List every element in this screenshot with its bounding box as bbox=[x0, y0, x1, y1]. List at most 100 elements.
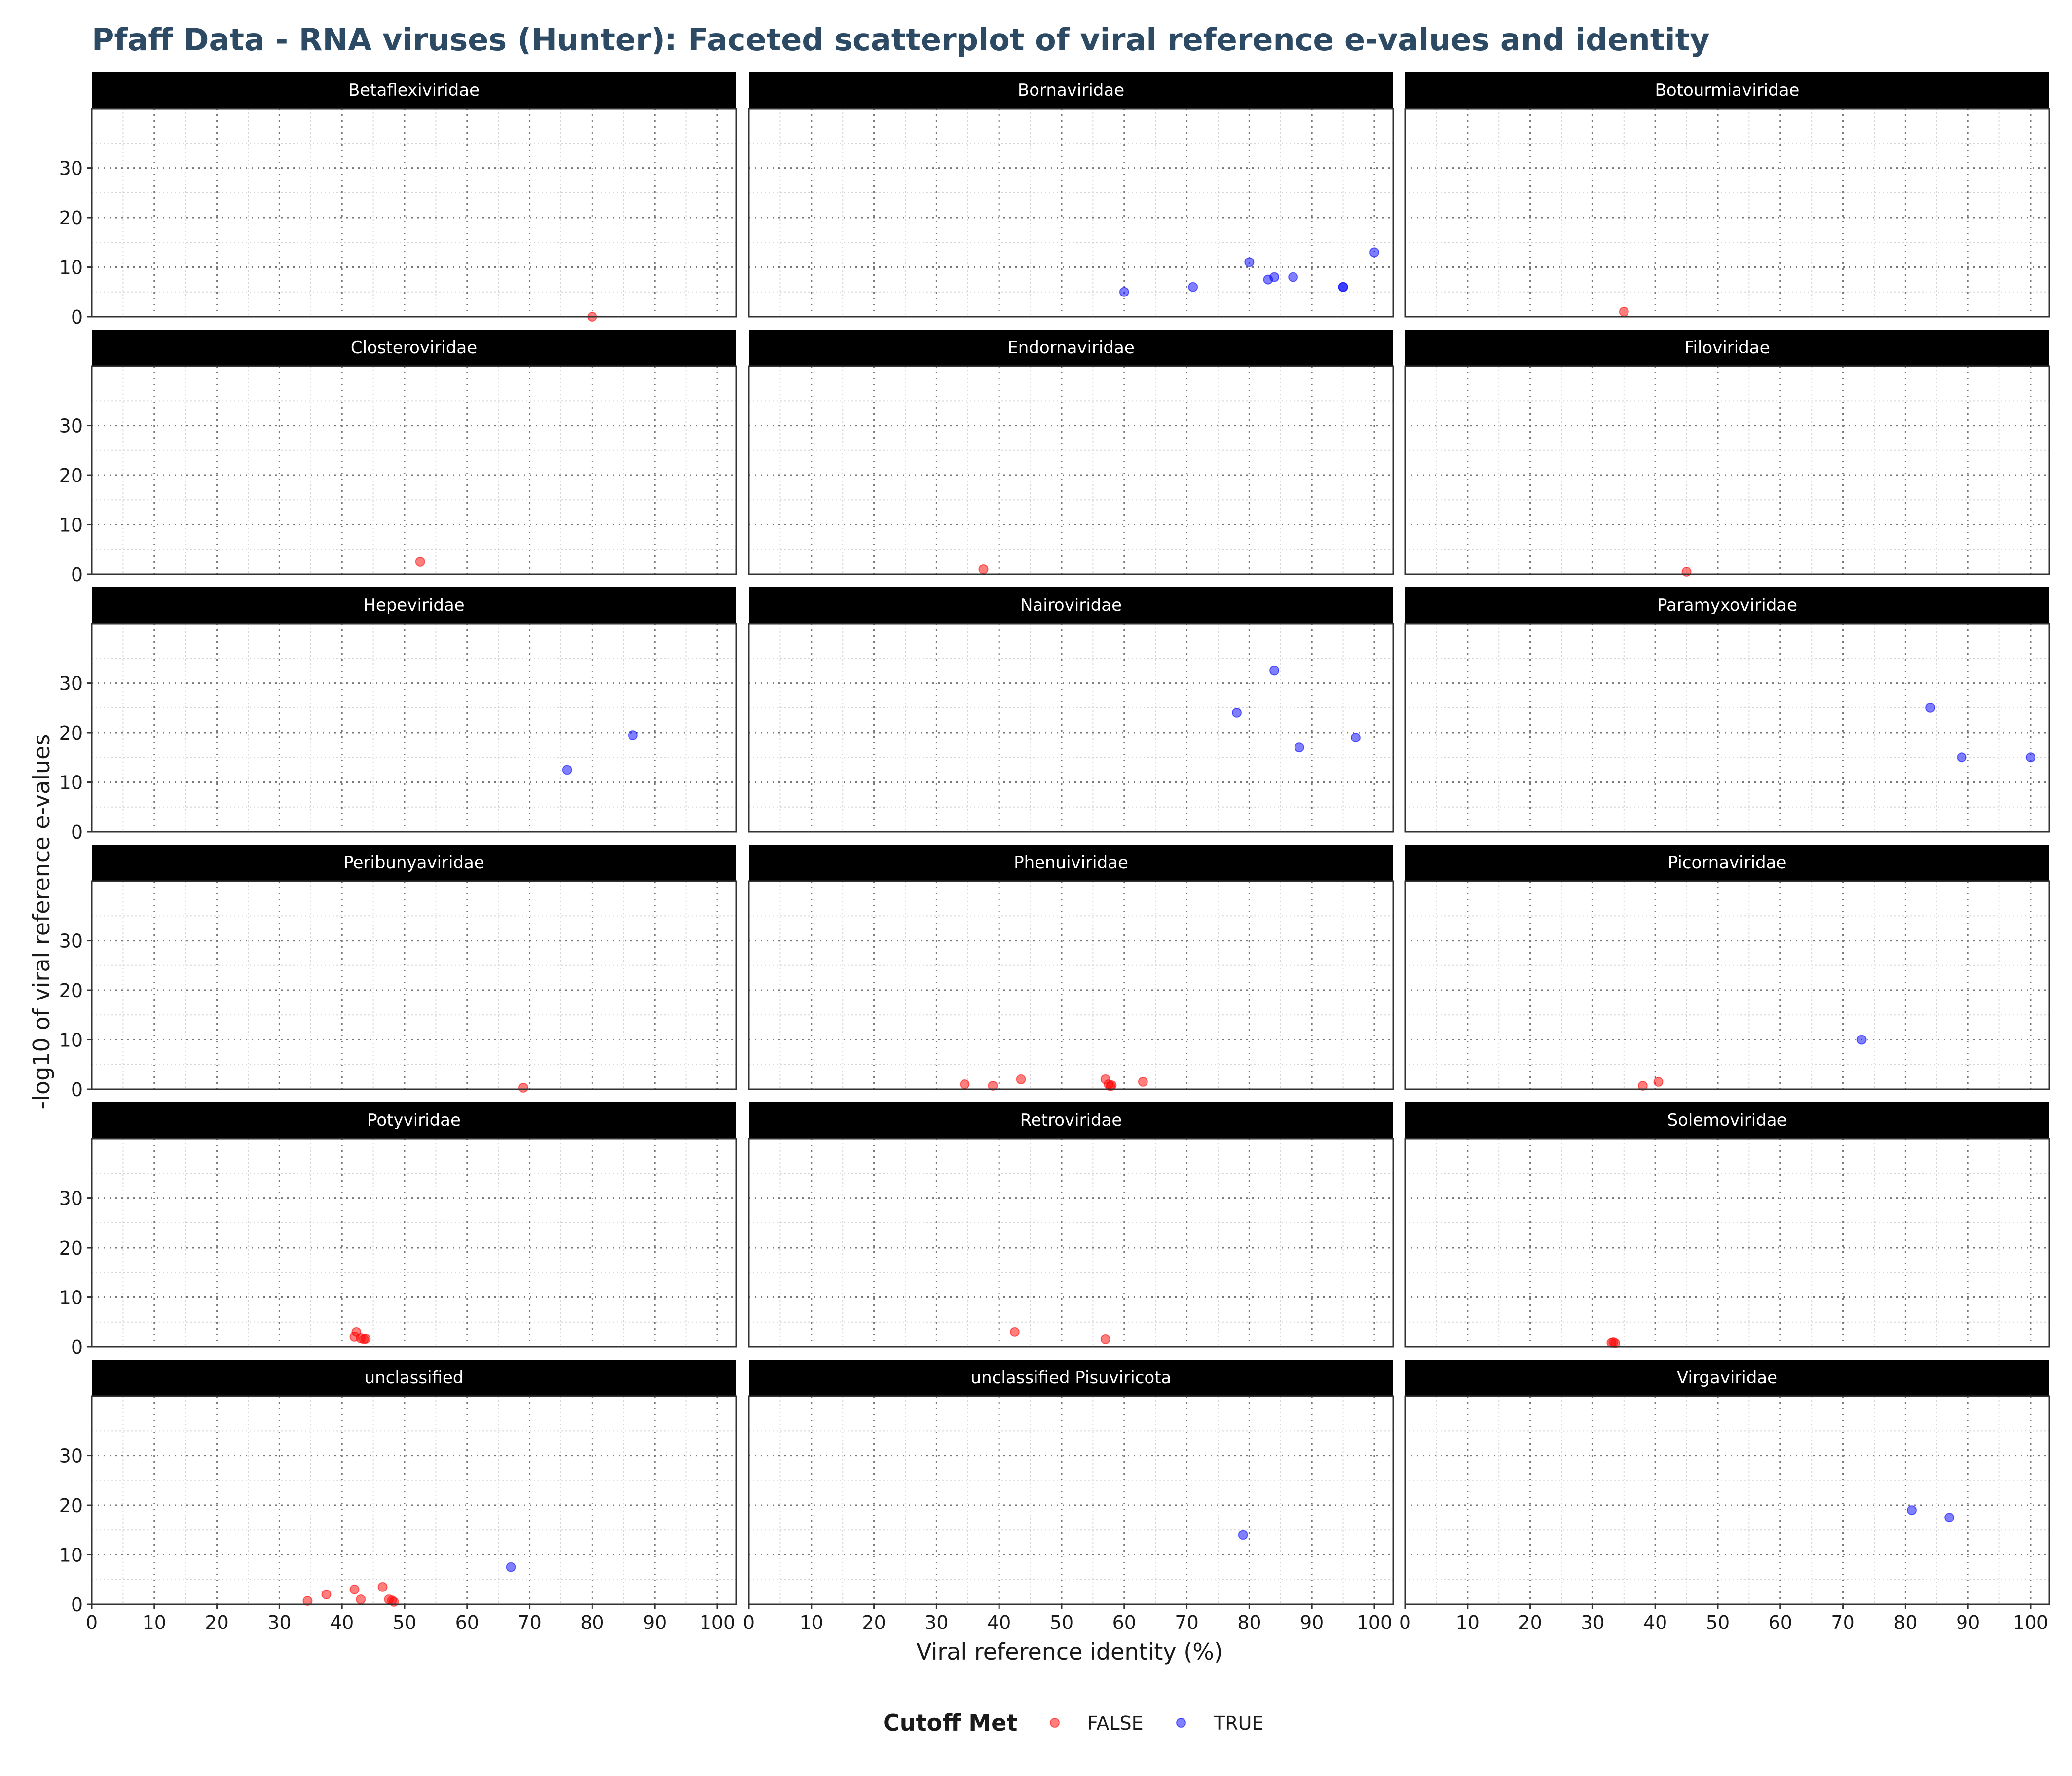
facet-strip-label: Hepeviridae bbox=[363, 595, 464, 615]
plot-background bbox=[749, 1396, 1393, 1604]
legend-label: TRUE bbox=[1213, 1712, 1263, 1734]
panel-border bbox=[1404, 623, 2050, 833]
facet-strip-label: unclassified bbox=[365, 1368, 464, 1388]
x-tick-label: 70 bbox=[518, 1612, 541, 1633]
y-tick-label: 30 bbox=[59, 415, 83, 437]
x-tick-label: 20 bbox=[1518, 1612, 1542, 1633]
x-axis-title: Viral reference identity (%) bbox=[916, 1638, 1223, 1665]
facet-strip-label: Peribunyaviridae bbox=[343, 853, 484, 873]
facet-strip bbox=[92, 330, 736, 366]
data-point bbox=[1105, 1081, 1115, 1091]
plot-background bbox=[92, 1139, 736, 1347]
data-point bbox=[1100, 1334, 1110, 1344]
x-tick-label: 20 bbox=[205, 1612, 228, 1633]
facet-panel: Peribunyaviridae 0 10 20 30 bbox=[59, 845, 737, 1101]
data-point bbox=[978, 564, 989, 574]
data-point bbox=[361, 1333, 371, 1344]
data-point bbox=[1232, 707, 1242, 718]
data-point bbox=[1637, 1080, 1648, 1091]
x-tick-label: 10 bbox=[800, 1612, 823, 1633]
data-point bbox=[356, 1594, 366, 1604]
x-tick-label: 80 bbox=[580, 1612, 604, 1633]
data-point bbox=[1619, 306, 1629, 317]
facet-strip bbox=[92, 72, 736, 109]
data-point bbox=[321, 1589, 332, 1599]
panel-border bbox=[748, 108, 1394, 318]
y-tick-label: 0 bbox=[71, 1594, 83, 1616]
plot-background bbox=[749, 366, 1393, 574]
panel-border bbox=[1404, 1138, 2050, 1348]
legend: Cutoff Met FALSE TRUE bbox=[883, 1709, 1263, 1736]
plot-background bbox=[1405, 109, 2049, 317]
y-tick-label: 20 bbox=[59, 980, 83, 1001]
y-axis-title: -log10 of viral reference e-values bbox=[28, 734, 55, 1110]
x-tick-label: 70 bbox=[1831, 1612, 1854, 1633]
y-tick-label: 30 bbox=[59, 1188, 83, 1210]
panel-border bbox=[748, 1138, 1394, 1348]
facet-panel: Virgaviridae 0 10 20 30 40 50 60 70 80 90 100 bbox=[1399, 1360, 2050, 1633]
panel-border bbox=[1404, 108, 2050, 318]
data-point bbox=[1350, 733, 1361, 743]
y-tick-label: 30 bbox=[59, 1445, 83, 1467]
facet-panel: Solemoviridae bbox=[1404, 1102, 2050, 1348]
facet-strip bbox=[1405, 1102, 2049, 1139]
data-point bbox=[988, 1080, 998, 1091]
facet-strip bbox=[92, 1360, 736, 1396]
plot-background bbox=[1405, 1396, 2049, 1604]
facet-panel: Filoviridae bbox=[1404, 330, 2050, 577]
facet-strip bbox=[749, 1102, 1393, 1139]
x-tick-label: 80 bbox=[1893, 1612, 1917, 1633]
y-tick-label: 20 bbox=[59, 465, 83, 486]
plot-background bbox=[92, 881, 736, 1089]
panel-border bbox=[748, 365, 1394, 575]
y-tick-label: 20 bbox=[59, 722, 83, 744]
data-point bbox=[2025, 752, 2035, 763]
data-point bbox=[1119, 287, 1129, 297]
facet-strip bbox=[1405, 330, 2049, 366]
x-tick-label: 20 bbox=[862, 1612, 886, 1633]
facet-panel: Nairoviridae bbox=[748, 587, 1394, 833]
panel-border bbox=[91, 1395, 737, 1605]
facet-strip bbox=[749, 845, 1393, 881]
plot-background bbox=[749, 1139, 1393, 1347]
legend-entries: FALSE TRUE bbox=[1050, 1712, 1263, 1734]
x-tick-label: 90 bbox=[1956, 1612, 1980, 1633]
data-point bbox=[518, 1082, 528, 1093]
facet-strip bbox=[1405, 845, 2049, 881]
y-tick-label: 20 bbox=[59, 1495, 83, 1517]
y-tick-label: 0 bbox=[71, 564, 83, 586]
facet-panel: Retroviridae bbox=[748, 1102, 1394, 1348]
y-tick-label: 30 bbox=[59, 673, 83, 695]
facet-panel: Hepeviridae 0 10 20 30 bbox=[59, 587, 737, 843]
legend-key bbox=[1050, 1718, 1060, 1728]
facet-panel: Potyviridae 0 10 20 30 bbox=[59, 1102, 737, 1358]
x-tick-label: 90 bbox=[643, 1612, 666, 1633]
panel-border bbox=[91, 365, 737, 575]
x-tick-label: 50 bbox=[1706, 1612, 1730, 1633]
facet-strip-label: Closteroviridae bbox=[351, 338, 477, 358]
facet-strip-label: Paramyxoviridae bbox=[1657, 595, 1797, 615]
data-point bbox=[1957, 752, 1967, 763]
panel-border bbox=[748, 623, 1394, 833]
x-tick-label: 60 bbox=[1112, 1612, 1136, 1633]
data-point bbox=[1925, 703, 1936, 713]
facet-strip-label: Bornaviridae bbox=[1018, 80, 1124, 100]
facet-panel: Paramyxoviridae bbox=[1404, 587, 2050, 833]
facet-strip-label: Potyviridae bbox=[367, 1110, 461, 1130]
y-tick-label: 30 bbox=[59, 158, 83, 180]
data-point bbox=[1653, 1076, 1664, 1087]
facet-panel: Endornaviridae bbox=[748, 330, 1394, 575]
x-tick-label: 100 bbox=[2013, 1612, 2049, 1633]
y-tick-label: 10 bbox=[59, 772, 83, 794]
chart-title: Pfaff Data - RNA viruses (Hunter): Facet… bbox=[92, 22, 1710, 58]
data-point bbox=[1188, 282, 1198, 292]
facet-panel: unclassified Pisuviricota 0 10 20 30 40 50 60 70… bbox=[743, 1360, 1394, 1633]
x-tick-label: 90 bbox=[1300, 1612, 1324, 1633]
facet-strip-label: Filoviridae bbox=[1684, 338, 1770, 358]
x-tick-label: 0 bbox=[86, 1612, 98, 1633]
x-tick-label: 40 bbox=[330, 1612, 354, 1633]
y-tick-label: 10 bbox=[59, 1030, 83, 1051]
data-point bbox=[1016, 1074, 1026, 1084]
facet-strip-label: Phenuiviridae bbox=[1014, 853, 1128, 873]
